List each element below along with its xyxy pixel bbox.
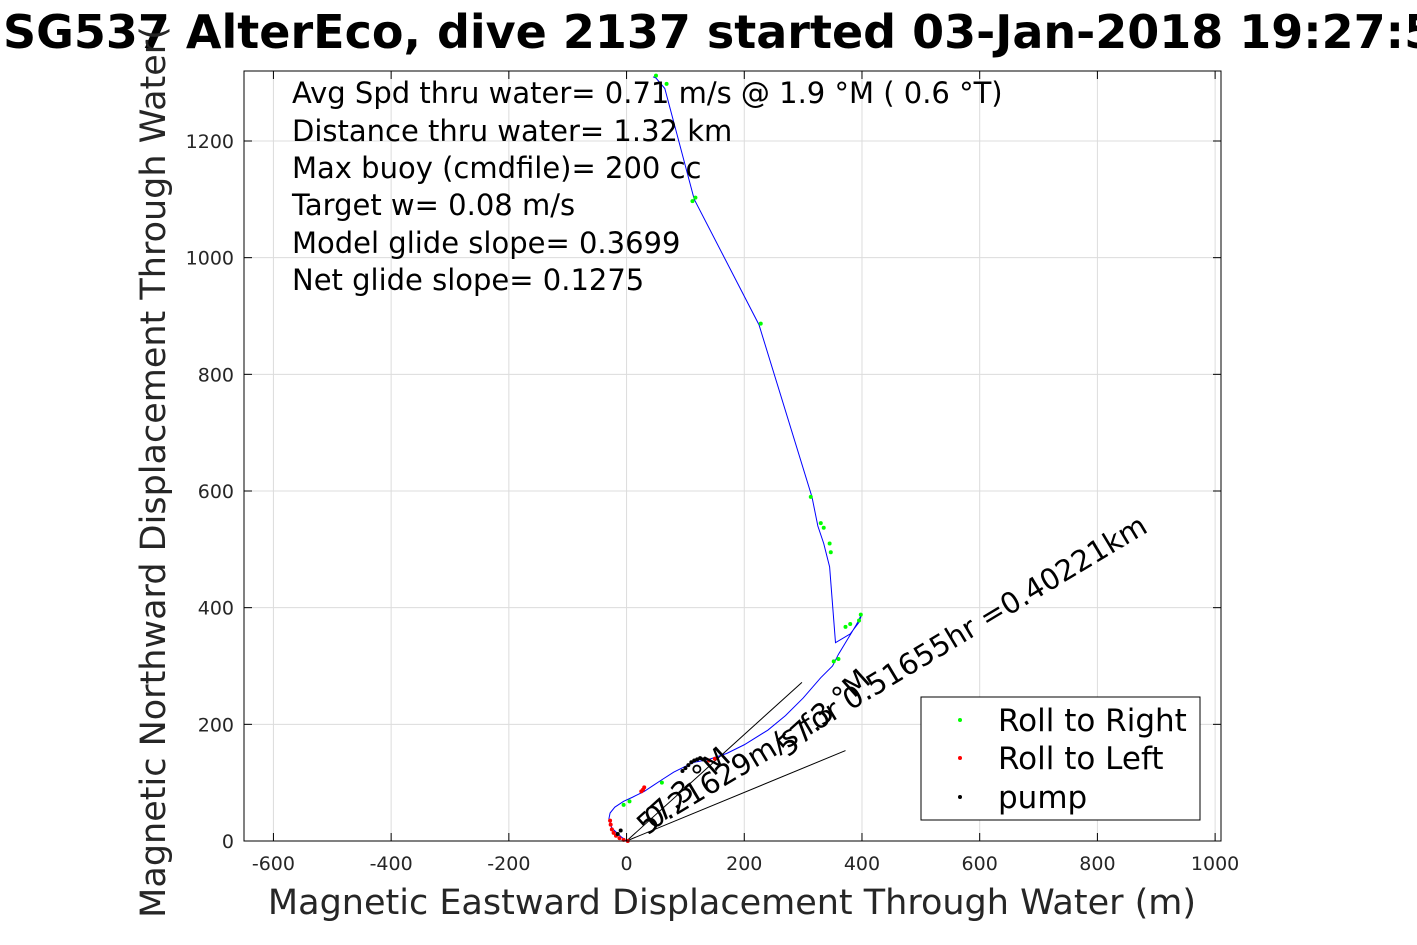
x-tick-label: 400 — [844, 853, 880, 875]
roll-right-point — [664, 81, 669, 86]
roll-right-point — [659, 780, 664, 785]
current-vector-line — [626, 681, 803, 842]
pump-point — [618, 828, 623, 833]
roll-right-point — [836, 657, 841, 661]
y-axis-label: Magnetic Northward Displacement Through … — [134, 26, 174, 918]
roll-right-point — [818, 521, 823, 526]
roll-right-point — [627, 799, 632, 804]
y-tick-label: 800 — [198, 364, 234, 386]
ticks: -600 -400 -200 0 200 400 600 800 1000 0 200 400 600 8… — [186, 71, 1239, 875]
roll-right-point — [653, 73, 658, 78]
roll-left-point — [608, 822, 613, 827]
roll-left-point — [706, 758, 711, 763]
roll-right-point — [690, 199, 695, 204]
y-tick-label: 1200 — [186, 131, 234, 153]
pump-point — [686, 763, 691, 768]
roll-right-point — [808, 494, 813, 499]
x-axis-label: Magnetic Eastward Displacement Through W… — [268, 883, 1196, 923]
info-target-w: Target w= 0.08 m/s — [291, 188, 575, 222]
x-tick-label: -600 — [252, 853, 295, 875]
x-tick-label: 200 — [726, 853, 762, 875]
legend-box — [920, 696, 1201, 821]
roll-right-point — [693, 195, 698, 200]
info-distance: Distance thru water= 1.32 km — [292, 114, 732, 148]
roll-right-point — [827, 541, 832, 546]
series-layer — [608, 73, 863, 843]
y-tick-label: 0 — [222, 831, 234, 853]
x-tick-label: -400 — [370, 853, 413, 875]
pump-point — [680, 769, 685, 773]
pump-point — [615, 832, 620, 836]
info-model-glide: Model glide slope= 0.3699 — [292, 226, 680, 260]
roll-right-point — [758, 321, 763, 326]
y-tick-label: 600 — [198, 481, 234, 503]
roll-left-point — [608, 818, 613, 823]
roll-right-point — [821, 525, 826, 530]
roll-left-point — [611, 830, 616, 835]
x-tick-label: 0 — [621, 853, 633, 875]
y-tick-label: 400 — [198, 598, 234, 620]
roll-right-point — [828, 550, 833, 555]
current-vector-line — [626, 750, 846, 842]
roll-right-point — [831, 659, 836, 664]
info-max-buoy: Max buoy (cmdfile)= 200 cc — [292, 151, 701, 185]
x-tick-label: 600 — [962, 853, 998, 875]
legend-label-roll-right: Roll to Right — [998, 703, 1187, 739]
track-line — [608, 76, 863, 842]
y-tick-label: 1000 — [186, 248, 234, 270]
x-tick-label: -200 — [487, 853, 530, 875]
legend-marker-roll-left — [958, 756, 962, 760]
info-box: Avg Spd thru water= 0.71 m/s @ 1.9 °M ( … — [291, 76, 1003, 297]
x-tick-label: 800 — [1079, 853, 1115, 875]
roll-left-point — [609, 827, 614, 832]
plot-frame — [243, 70, 1222, 842]
legend: Roll to Right Roll to Left pump — [920, 696, 1201, 821]
roll-left-point — [642, 785, 647, 790]
pump-point — [701, 757, 706, 762]
roll-right-point — [843, 624, 848, 629]
pump-point — [689, 760, 694, 765]
y-tick-label: 200 — [198, 714, 234, 736]
roll-right-point — [857, 618, 862, 623]
legend-label-roll-left: Roll to Left — [998, 741, 1164, 777]
chart-title: SG537 AlterEco, dive 2137 started 03-Jan… — [3, 5, 1417, 59]
roll-left-point — [712, 756, 717, 761]
roll-left-point — [617, 836, 622, 841]
roll-right-point — [848, 622, 853, 626]
roll-right-point — [621, 802, 626, 807]
legend-label-pump: pump — [998, 780, 1087, 816]
legend-marker-roll-right — [958, 718, 962, 722]
legend-marker-pump — [958, 795, 962, 799]
x-tick-label: 1000 — [1191, 853, 1239, 875]
info-net-glide: Net glide slope= 0.1275 — [292, 263, 644, 297]
roll-right-point — [858, 612, 863, 617]
info-avg-speed: Avg Spd thru water= 0.71 m/s @ 1.9 °M ( … — [292, 76, 1003, 110]
pump-point — [683, 766, 688, 771]
